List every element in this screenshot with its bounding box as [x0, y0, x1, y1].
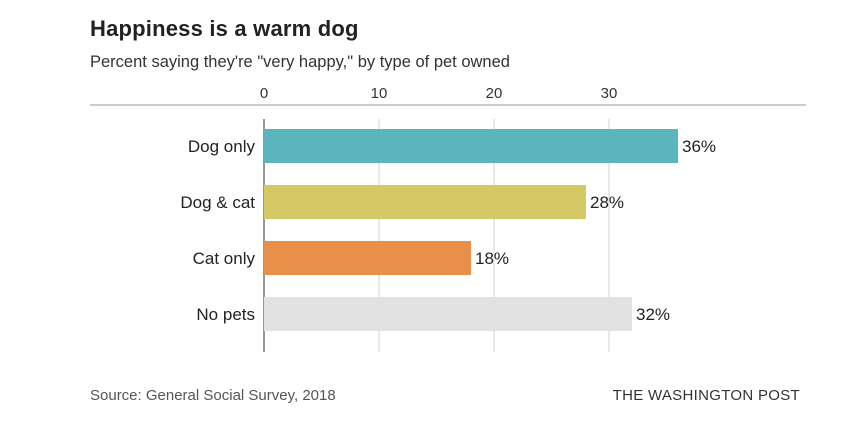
category-label: Dog & cat — [180, 193, 255, 212]
bar — [264, 129, 678, 163]
source-note: Source: General Social Survey, 2018 — [90, 387, 336, 404]
bar — [264, 297, 632, 331]
x-tick-label: 20 — [486, 85, 503, 102]
value-label: 18% — [475, 249, 509, 268]
value-label: 36% — [682, 137, 716, 156]
value-label: 28% — [590, 193, 624, 212]
category-label: Dog only — [188, 137, 256, 156]
value-label: 32% — [636, 305, 670, 324]
chart-subtitle: Percent saying they're "very happy," by … — [90, 53, 510, 71]
x-tick-label: 0 — [260, 85, 268, 102]
x-tick-label: 10 — [371, 85, 388, 102]
publisher-credit: THE WASHINGTON POST — [612, 387, 800, 404]
category-label: No pets — [196, 305, 255, 324]
bar — [264, 185, 586, 219]
category-label: Cat only — [193, 249, 256, 268]
x-tick-label: 30 — [601, 85, 618, 102]
bar — [264, 241, 471, 275]
chart-title: Happiness is a warm dog — [90, 16, 359, 41]
